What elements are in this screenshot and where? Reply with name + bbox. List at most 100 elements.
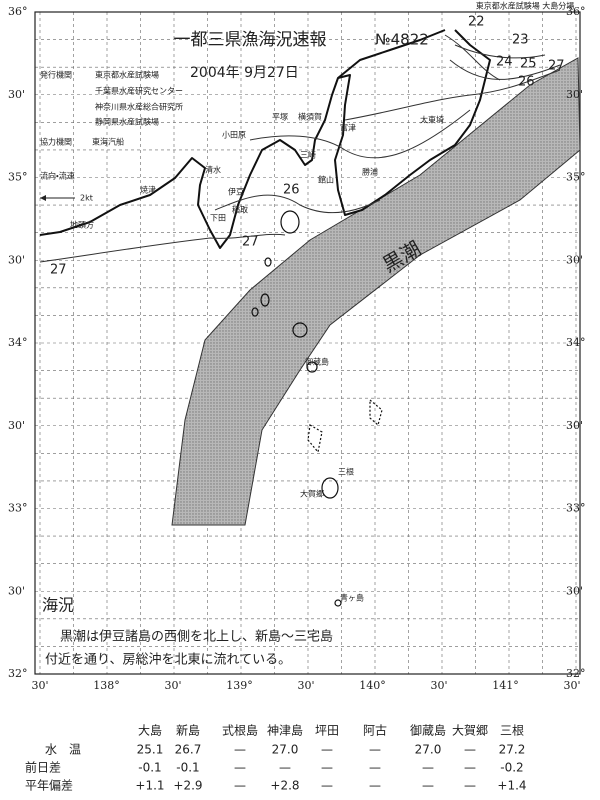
place-name: 三根 (338, 467, 354, 477)
coastline-north (337, 29, 446, 79)
table-cell: — (321, 761, 333, 775)
current-speed: 2kt (80, 194, 93, 203)
table-cell: — (369, 743, 381, 757)
current-legend: 流向・流速 (40, 171, 75, 181)
isotherm-label: 24 (496, 55, 513, 70)
table-cell: — (234, 761, 246, 775)
conditions-heading: 海況 (42, 596, 74, 615)
column-header: 阿古 (363, 723, 387, 738)
row-label: 水 温 (45, 743, 81, 757)
lat-label: 35° (8, 171, 28, 184)
isotherms (39, 34, 561, 263)
lat-label: 36° (566, 5, 586, 18)
lon-label: 138° (93, 679, 120, 692)
lat-label: 32° (8, 667, 28, 680)
lat-label: 34° (8, 336, 28, 349)
conditions-text: 黒潮は伊豆諸島の西側を北上し、新島～三宅島 (60, 630, 333, 645)
column-header: 坪田 (315, 724, 339, 738)
lat-label: 30' (566, 584, 583, 597)
table-cell: — (422, 761, 434, 775)
isotherm-label: 26 (518, 75, 535, 90)
table-cell: +2.9 (173, 779, 202, 793)
row-label: 平年偏差 (25, 779, 73, 793)
coastline (39, 29, 491, 249)
lon-label: 30' (430, 679, 447, 692)
lon-label: 139° (226, 679, 253, 692)
place-name: 焼津 (140, 185, 156, 195)
table-cell: — (422, 779, 434, 793)
place-name: 平塚 (272, 113, 288, 122)
lon-label: 30' (563, 679, 580, 692)
lat-label: 30' (8, 584, 25, 597)
report-date: 2004年 9月27日 (190, 65, 299, 81)
table-cell: — (369, 779, 381, 793)
issuer: 静岡県水産試験場 (95, 117, 159, 127)
lat-label: 30' (566, 253, 583, 266)
table-cell: -0.1 (138, 761, 161, 775)
place-name: 下田 (210, 214, 226, 223)
column-header: 御蔵島 (410, 723, 446, 738)
lat-label: 33° (566, 502, 586, 515)
place-name: 清水 (205, 165, 221, 175)
lat-label: 33° (8, 502, 28, 515)
lat-label: 30' (8, 419, 25, 432)
isotherm-label: 25 (520, 57, 537, 72)
column-header: 新島 (176, 723, 200, 738)
table-cell: — (234, 743, 246, 757)
issuer: 神奈川県水産総合研究所 (95, 102, 183, 112)
place-name: 小田原 (222, 131, 246, 140)
report-title: 一都三県漁海況速報 (174, 30, 327, 50)
table-cell: — (369, 761, 381, 775)
lon-label: 30' (31, 679, 48, 692)
table-cell: 27.0 (272, 743, 299, 757)
place-name: 青ヶ島 (340, 593, 364, 603)
table-cell: 26.7 (175, 743, 202, 757)
table-cell: — (321, 779, 333, 793)
isotherm-label: 27 (242, 235, 259, 250)
place-name: 伊豆 (228, 187, 244, 197)
row-label: 前日差 (25, 760, 61, 775)
lat-label: 34° (566, 336, 586, 349)
issuer: 千葉県水産研究センター (95, 86, 183, 96)
isotherm-label: 23 (512, 33, 529, 48)
agency-note: 東京都水産試験場 大島分場 (476, 1, 575, 11)
report-number: №4822 (375, 31, 429, 49)
map-frame (34, 11, 581, 675)
place-name: 横須賀 (298, 112, 322, 122)
lat-label: 36° (8, 5, 28, 18)
table-cell: -0.1 (176, 761, 199, 775)
current-arrow-head (40, 195, 46, 201)
place-name: 御蔵島 (305, 357, 329, 367)
table-cell: +2.8 (270, 779, 299, 793)
place-name: 地頭方 (70, 220, 94, 230)
lat-label: 35° (566, 171, 586, 184)
lon-label: 141° (492, 679, 519, 692)
lon-label: 30' (297, 679, 314, 692)
column-header: 大島 (138, 723, 162, 738)
place-name: 太東埼 (420, 115, 444, 125)
lat-label: 30' (566, 88, 583, 101)
cooperator: 協力機関 (40, 137, 72, 147)
lon-label: 30' (164, 679, 181, 692)
column-header: 三根 (500, 724, 524, 738)
lat-label: 30' (8, 253, 25, 266)
place-name: 三崎 (300, 150, 316, 160)
isotherm-label: 26 (283, 183, 300, 198)
isotherm-label: 27 (50, 263, 67, 278)
place-name: 富津 (340, 123, 356, 133)
table-cell: 27.2 (499, 743, 526, 757)
table-cell: +1.4 (497, 779, 526, 793)
lat-label: 30' (8, 88, 25, 101)
table-cell: 25.1 (137, 743, 164, 757)
table-cell: — (464, 743, 476, 757)
islands (251, 210, 383, 607)
isotherm-label: 27 (548, 59, 565, 74)
table-cell: — (279, 761, 291, 775)
lat-label: 30' (566, 419, 583, 432)
issuer: 東京都水産試験場 (95, 70, 159, 80)
lat-label: 32° (566, 667, 586, 680)
place-name: 館山 (318, 175, 334, 185)
table-cell: +1.1 (135, 779, 164, 793)
place-name: 勝浦 (362, 167, 378, 177)
